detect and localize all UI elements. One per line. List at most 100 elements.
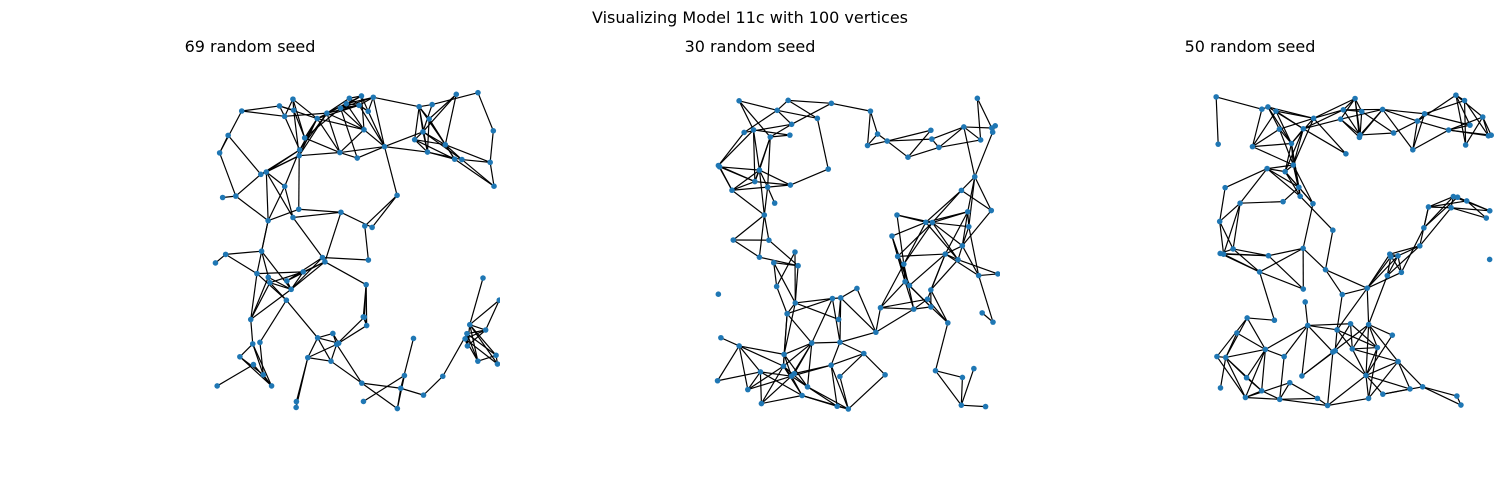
graph-node xyxy=(729,187,735,194)
graph-edge xyxy=(1424,113,1471,126)
graph-node xyxy=(928,304,934,310)
graph-edge xyxy=(364,194,398,227)
graph-node xyxy=(219,194,226,201)
graph-edge xyxy=(1252,146,1294,166)
graph-node xyxy=(401,372,408,379)
graph-edge xyxy=(1482,116,1492,136)
graph-edge xyxy=(1419,207,1452,247)
graph-node xyxy=(1271,317,1278,324)
graph-edge xyxy=(1368,324,1399,362)
graph-edge xyxy=(1361,111,1394,134)
graph-node xyxy=(884,138,890,144)
graph-edge xyxy=(1336,287,1368,331)
graph-edge xyxy=(1340,98,1356,120)
graph-edge xyxy=(717,165,733,191)
graph-node xyxy=(1488,132,1495,139)
graph-edge xyxy=(1245,396,1280,400)
graph-edge xyxy=(304,107,341,139)
graph-node xyxy=(781,351,787,358)
graph-edge xyxy=(302,261,326,273)
graph-edge xyxy=(466,333,497,356)
graph-edge xyxy=(336,344,363,384)
graph-edge xyxy=(932,211,968,224)
graph-node xyxy=(1454,194,1461,201)
graph-edge xyxy=(363,129,385,148)
graph-node xyxy=(977,137,984,143)
graph-edge xyxy=(1422,386,1462,406)
graph-node xyxy=(482,327,489,333)
graph-edge xyxy=(931,126,965,140)
graph-edge xyxy=(1219,357,1227,388)
graph-node xyxy=(854,285,860,292)
graph-edge xyxy=(743,109,778,133)
graph-edge xyxy=(863,353,886,376)
graph-node xyxy=(1379,106,1386,113)
graph-edge xyxy=(372,97,386,147)
graph-edge xyxy=(840,297,877,333)
graph-node xyxy=(1337,116,1344,122)
graph-edge xyxy=(840,287,858,299)
graph-edge xyxy=(1251,109,1263,147)
graph-edge xyxy=(384,146,428,153)
graph-node xyxy=(420,392,427,398)
graph-edge xyxy=(816,118,829,170)
graph-edge xyxy=(469,324,498,365)
graph-node xyxy=(1249,143,1256,150)
graph-node xyxy=(1265,252,1272,259)
graph-edge xyxy=(875,307,882,333)
graph-edge xyxy=(299,151,340,157)
graph-edge xyxy=(422,131,463,161)
graph-edge xyxy=(1448,116,1483,131)
graph-edge xyxy=(489,130,494,163)
graph-node xyxy=(1310,115,1317,122)
graph-node xyxy=(296,152,302,159)
graph-edge xyxy=(1366,271,1402,289)
graph-edge xyxy=(759,371,763,404)
graph-node xyxy=(1479,114,1486,120)
graph-node xyxy=(480,275,486,281)
graph-node xyxy=(290,214,296,221)
graph-node xyxy=(834,403,840,410)
graph-edge xyxy=(426,118,430,153)
panel-title: 69 random seed xyxy=(184,37,316,56)
graph-node xyxy=(1217,385,1224,391)
network-graph xyxy=(714,95,1000,412)
graph-edge xyxy=(252,343,264,375)
graph-edge xyxy=(1215,96,1219,145)
graph-node xyxy=(265,274,272,281)
graph-node xyxy=(1343,150,1349,157)
graph-edge xyxy=(747,365,784,391)
graph-node xyxy=(877,304,884,311)
graph-node xyxy=(799,392,805,399)
graph-edge xyxy=(760,365,784,404)
graph-node xyxy=(757,369,764,375)
graph-edge xyxy=(1246,317,1266,350)
graph-edge xyxy=(396,375,406,409)
graph-edge xyxy=(1289,382,1318,399)
graph-node xyxy=(792,249,798,255)
graph-edge xyxy=(794,364,832,375)
graph-node xyxy=(784,310,790,317)
graph-edge xyxy=(717,129,754,166)
graph-node xyxy=(1448,204,1454,211)
graph-node xyxy=(1244,315,1250,321)
graph-edge xyxy=(250,288,292,320)
graph-edge xyxy=(324,261,367,286)
graph-node xyxy=(774,107,780,114)
graph-node xyxy=(1467,122,1473,128)
graph-edge xyxy=(1336,329,1353,350)
graph-edge xyxy=(1267,106,1292,144)
graph-node xyxy=(333,341,340,348)
graph-edge xyxy=(1279,398,1328,407)
graph-node xyxy=(1458,402,1464,408)
graph-edge xyxy=(1325,269,1343,295)
graph-edge xyxy=(783,342,812,355)
graph-node xyxy=(1486,208,1493,214)
graph-edge xyxy=(1464,100,1489,137)
graph-node xyxy=(767,134,774,140)
graph-edge xyxy=(265,171,286,187)
graph-edge xyxy=(1365,347,1378,376)
graph-node xyxy=(1280,198,1286,205)
graph-edge xyxy=(1292,164,1314,204)
figure-title: Visualizing Model 11c with 100 vertices xyxy=(591,8,909,27)
